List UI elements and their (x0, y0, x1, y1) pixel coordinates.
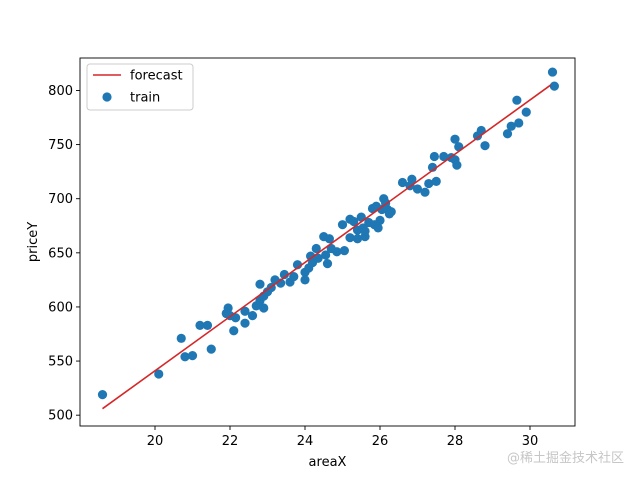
axes: 20 22 24 26 28 30 500 550 600 650 700 750 800 areaX pr… (26, 57, 576, 470)
train-point (206, 344, 216, 354)
x-tick-label: 22 (222, 434, 239, 449)
y-tick-label: 550 (48, 355, 73, 370)
plot-area (97, 67, 559, 410)
train-point (386, 207, 396, 217)
train-point (321, 250, 331, 260)
train-point (195, 320, 205, 330)
train-point (324, 234, 334, 244)
train-point (180, 352, 190, 362)
y-tick-label: 650 (48, 246, 73, 261)
train-point (431, 176, 441, 186)
train-point (407, 174, 417, 184)
train-point (514, 118, 524, 128)
train-point (332, 247, 342, 257)
y-tick-label: 800 (48, 84, 73, 99)
train-point (289, 272, 299, 282)
train-point (345, 233, 355, 243)
train-point (450, 134, 460, 144)
train-point (97, 390, 108, 400)
train-point (439, 151, 449, 162)
forecast-line (102, 84, 552, 410)
train-point (512, 95, 522, 105)
train-point (480, 141, 490, 151)
train-point (521, 107, 531, 117)
train-point (229, 326, 239, 336)
y-tick-label: 750 (48, 138, 73, 153)
y-tick-label: 700 (48, 192, 73, 207)
watermark-text: @稀土掘金技术社区 (506, 451, 624, 466)
train-point (259, 303, 269, 313)
train-point (202, 320, 213, 330)
train-point (154, 369, 164, 379)
train-point (375, 215, 385, 225)
x-tick-label: 30 (522, 434, 539, 449)
train-point (322, 259, 333, 269)
x-axis-label: areaX (309, 455, 347, 470)
train-point (255, 279, 265, 289)
train-point (240, 318, 250, 328)
train-point (373, 223, 383, 233)
train-point (337, 220, 348, 230)
train-point (339, 246, 349, 256)
y-tick-label: 500 (48, 409, 73, 424)
train-point (279, 269, 289, 280)
train-point (300, 275, 310, 285)
train-point (502, 129, 513, 139)
train-point (311, 243, 321, 254)
x-tick-label: 26 (372, 434, 389, 449)
legend-train-swatch (102, 92, 112, 102)
train-point (349, 216, 359, 227)
axes-frame (79, 57, 576, 427)
train-point (506, 121, 516, 131)
train-point (352, 234, 363, 244)
train-point (313, 253, 323, 263)
legend-label-forecast: forecast (130, 69, 183, 84)
y-axis-label: priceY (26, 222, 41, 262)
train-point (420, 187, 430, 197)
y-tick-label: 600 (48, 300, 73, 315)
train-point (452, 160, 462, 170)
train-point (231, 313, 241, 323)
train-point (240, 306, 250, 316)
train-point (247, 311, 258, 321)
train-point (187, 351, 198, 361)
train-point (429, 151, 439, 162)
train-point (412, 184, 423, 194)
legend: forecast train (86, 63, 194, 111)
train-point (223, 303, 233, 313)
train-point (549, 81, 559, 91)
x-tick-label: 24 (297, 434, 314, 449)
train-point (360, 226, 370, 236)
train-point (424, 178, 434, 189)
x-tick-label: 28 (447, 434, 464, 449)
legend-label-train: train (130, 91, 160, 106)
x-tick-label: 20 (147, 434, 164, 449)
train-point (397, 177, 408, 188)
train-point (547, 67, 558, 77)
train-point (176, 333, 186, 343)
